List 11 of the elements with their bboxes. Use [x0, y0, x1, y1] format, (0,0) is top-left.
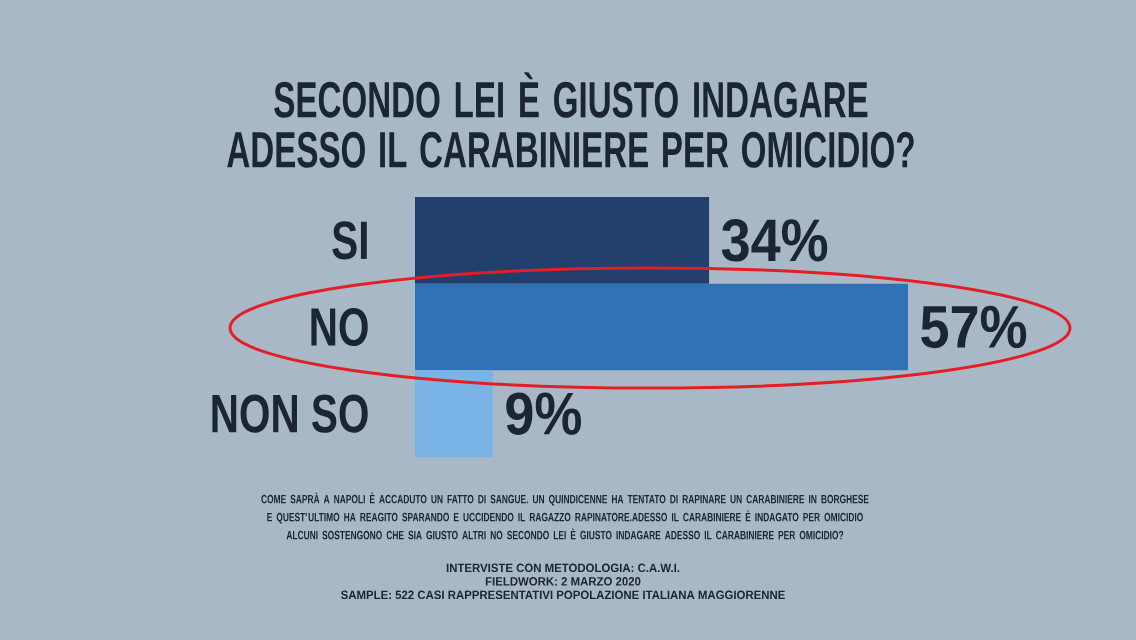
data-label: 57%	[921, 305, 1027, 349]
text: FIELDWORK: 2 MARZO 2020	[485, 577, 641, 586]
data-label: 34%	[721, 219, 828, 262]
chart-title: SECONDO LEI È GIUSTO INDAGARE ADESSO IL CARABINIERE PER OMICIDIO?	[227, 72, 914, 168]
text: SAMPLE: 522 CASI RAPPRESENTATIVI POPOLAZIONE ITALIANA MAGGIORENNE	[341, 590, 785, 600]
data-label: 9%	[506, 392, 581, 435]
y-tick-label: SI	[332, 221, 367, 260]
text: COME SAPRÀ A NAPOLI È ACCADUTO UN FATTO DI SANGUE. UN QUINDICENNE HA TENTATO DI RAPINARE UN CARABINIERE IN BORGHESE E QUEST'ULTIMO HA REAGITO SPARANDO E UCCIDENDO IL RAGAZZO RAPINATORE.ADESSO IL CARABINIERE È INDAGATO PER OMICIDIO ALCUNI SOSTENGONO CHE SIA GIUSTO ALTRI NO SECONDO LEI È GIUSTO INDAGARE ADESSO IL CARABINIERE PER OMICIDIO?	[261, 492, 869, 540]
y-tick-label: NON SO	[212, 394, 368, 433]
text: INTERVISTE CON METODOLOGIA: C.A.W.I.	[446, 563, 680, 573]
y-tick-label: NO	[311, 307, 368, 347]
